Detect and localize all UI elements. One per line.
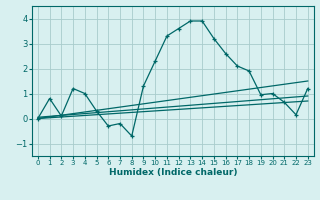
X-axis label: Humidex (Indice chaleur): Humidex (Indice chaleur) xyxy=(108,168,237,177)
